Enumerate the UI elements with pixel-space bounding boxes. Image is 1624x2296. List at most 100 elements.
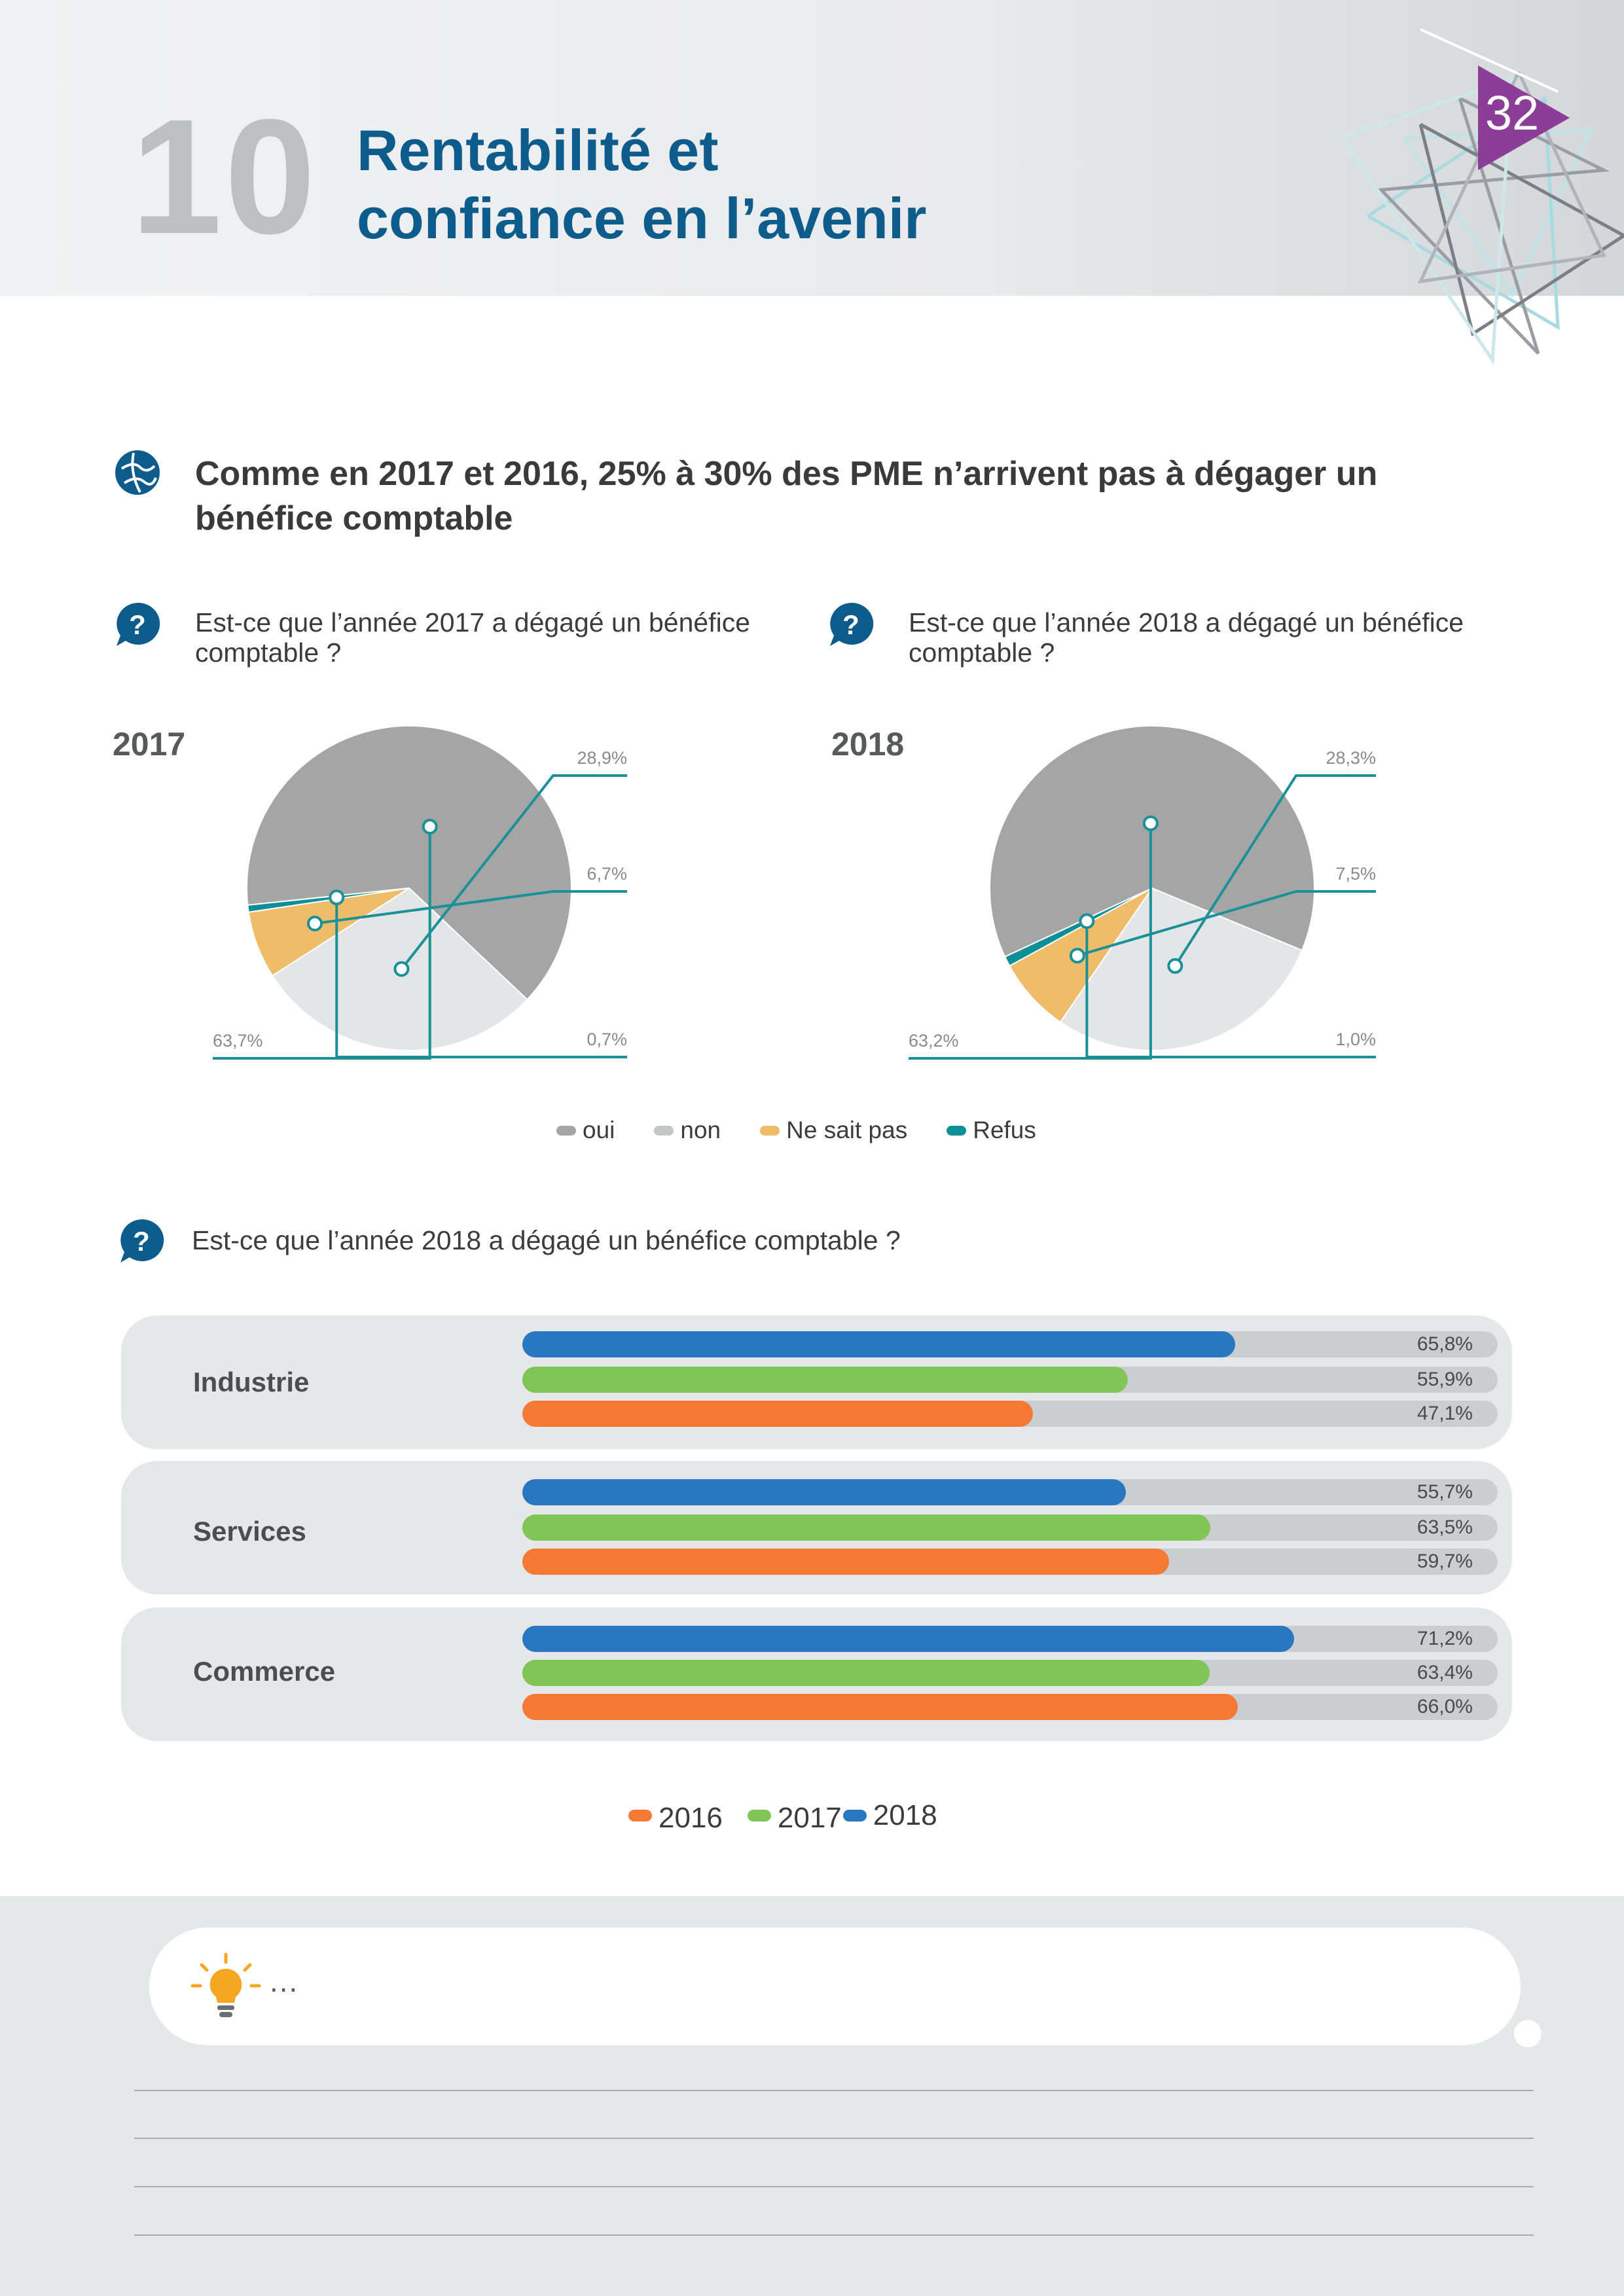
legend-swatch [556,1125,576,1136]
globe-icon [115,450,160,495]
leader-dot [1142,815,1159,831]
legend-label: 2016 [659,1802,723,1834]
page-badge-shape [1478,65,1570,170]
value-label: 63,2% [909,1031,959,1050]
value-label: 28,9% [577,748,627,768]
value-label: 7,5% [1335,864,1376,884]
bar-value: 63,5% [1416,1516,1473,1538]
bar-industrie-2017 [522,1367,1128,1393]
leader-dot [1167,958,1183,974]
pie-year-2018: 2018 [831,726,905,762]
pie-slice-refus [247,888,410,913]
bar-industrie-2016 [522,1401,1033,1427]
bar-services-2017 [522,1515,1211,1541]
bar-track: 55,9% [522,1367,1498,1393]
pie-legend: oui non Ne sait pas Refus [556,1113,1075,1148]
pie-chart-2017: 63,7% 28,9% 6,7% 0,7% [213,725,627,1060]
legend-swatch [747,1810,771,1821]
category-label: Services [193,1516,306,1547]
bar-commerce-2016 [522,1694,1238,1720]
question-icon: ? [830,602,874,646]
bar-value: 59,7% [1416,1551,1473,1572]
legend-swatch [760,1125,780,1136]
note-line [134,2090,1534,2091]
legend-swatch [842,1810,867,1821]
bar-services-2016 [522,1549,1170,1575]
legend-label: oui [583,1117,615,1143]
question-sector: Est-ce que l’année 2018 a dégagé un béné… [192,1225,901,1255]
bar-value: 55,7% [1416,1481,1473,1503]
legend-label: Refus [973,1117,1036,1143]
svg-text:?: ? [133,1226,150,1257]
panel-industrie: Industrie 65,8% 55,9% 47,1% [121,1316,1512,1449]
bar-track: 63,5% [522,1515,1498,1541]
bar-value: 47,1% [1416,1403,1473,1424]
section-number: 10 [131,85,319,268]
notes-bubble [149,1928,1521,2045]
bar-track: 66,0% [522,1694,1498,1720]
legend-item-ne-sait-pas: Ne sait pas [760,1117,907,1144]
note-line [134,2234,1534,2236]
leader-line [335,897,627,1058]
bar-track: 71,2% [522,1626,1498,1652]
question-icon: ? [117,602,160,646]
pie-slice-refus [1003,888,1153,967]
section-title: Rentabilité et confiance en l’avenir [357,118,927,251]
notes-ellipsis: ... [270,1964,299,1998]
note-line [134,2186,1534,2187]
leader-line [1174,774,1376,967]
lightbulb-icon [190,1952,261,2017]
svg-text:?: ? [129,609,146,640]
legend-item-refus: Refus [947,1117,1036,1144]
bar-industrie-2018 [522,1331,1236,1357]
leader-line [1077,890,1376,958]
value-label: 63,7% [213,1031,263,1050]
category-label: Commerce [193,1656,336,1687]
legend-item-non: non [654,1117,721,1144]
bar-legend: 2016 2017 2018 [628,1797,937,1835]
category-label: Industrie [193,1367,310,1397]
leader-line [1085,921,1376,1058]
bar-value: 63,4% [1416,1662,1473,1683]
panel-services: Services 55,7% 63,5% 59,7% [121,1461,1512,1594]
headline: Comme en 2017 et 2016, 25% à 30% des PME… [195,455,1378,537]
legend-swatch [654,1125,674,1136]
bar-commerce-2018 [522,1626,1294,1652]
bar-value: 65,8% [1416,1333,1473,1355]
value-label: 0,7% [586,1030,627,1049]
header-band [0,0,1624,296]
note-line [134,2138,1534,2139]
leader-dot [307,916,323,932]
leader-line [314,890,627,925]
page-number: 32 [1485,86,1540,140]
bar-value: 55,9% [1416,1369,1473,1390]
bar-track: 63,4% [522,1660,1498,1686]
question-2017: Est-ce que l’année 2017 a dégagé un béné… [195,607,751,668]
legend-item-oui: oui [556,1117,615,1144]
svg-text:?: ? [842,609,859,640]
panel-commerce: Commerce 71,2% 63,4% 66,0% [121,1607,1512,1741]
decorative-star-graphic [1342,28,1624,365]
pie-year-2017: 2017 [113,726,186,762]
leader-dot [329,889,345,906]
value-label: 6,7% [586,864,627,884]
question-2018: Est-ce que l’année 2018 a dégagé un béné… [909,607,1464,668]
leader-dot [1079,913,1095,929]
leader-dot [1069,948,1085,964]
pie-slice-oui [989,725,1315,958]
value-label: 1,0% [1335,1030,1376,1049]
pie-chart-2018: 63,2% 28,3% 7,5% 1,0% [909,725,1376,1060]
pie-slice-oui [246,725,572,1001]
bar-value: 71,2% [1416,1628,1473,1649]
leader-dot [422,819,438,835]
bubble-tail [1514,2020,1542,2047]
legend-label: Ne sait pas [786,1117,908,1143]
legend-swatch [628,1810,652,1821]
legend-swatch [947,1125,967,1136]
legend-label: non [680,1117,721,1143]
bar-commerce-2017 [522,1660,1210,1686]
bar-track: 65,8% [522,1331,1498,1357]
legend-label: 2018 [873,1799,937,1831]
bar-services-2018 [522,1479,1127,1505]
value-label: 28,3% [1326,748,1376,768]
